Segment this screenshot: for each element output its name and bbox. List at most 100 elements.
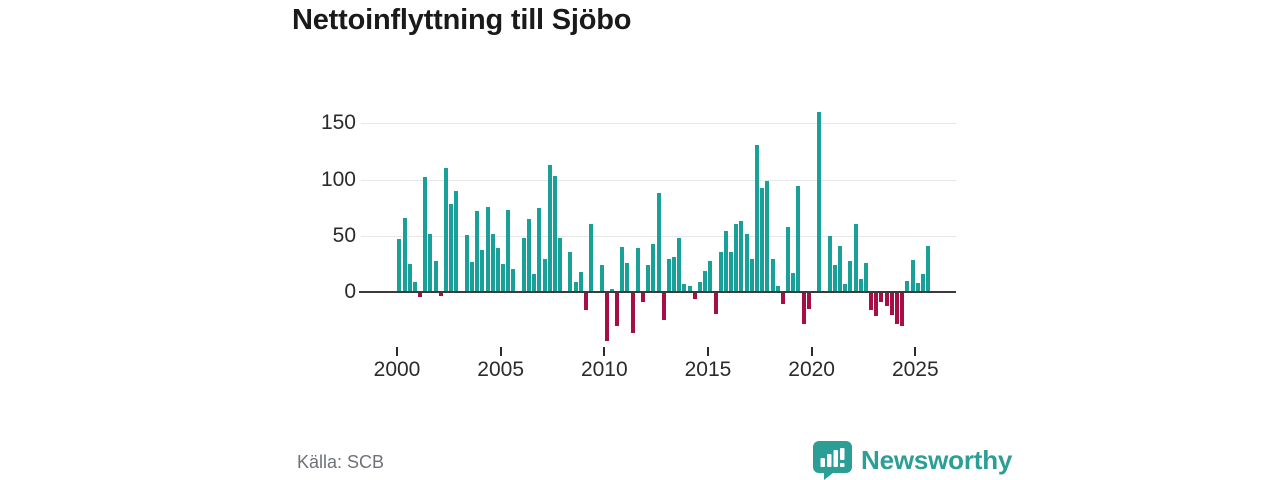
bar-2008-Q3	[573, 282, 578, 293]
bar-2022-Q1	[853, 223, 858, 293]
x-tick-2025	[914, 347, 917, 356]
bar-2024-Q4	[910, 259, 915, 293]
bar-2010-Q2	[609, 288, 614, 293]
bar-2022-Q4	[869, 292, 874, 311]
y-axis-label: 100	[320, 167, 356, 191]
bar-2002-Q2	[444, 168, 449, 293]
bar-2004-Q1	[480, 249, 485, 293]
bar-2005-Q3	[511, 268, 516, 293]
chart-title: Nettoinflyttning till Sjöbo	[292, 4, 632, 36]
bar-2018-Q3	[780, 292, 785, 304]
bar-2024-Q3	[905, 281, 910, 293]
x-axis-label-2020: 2020	[788, 358, 835, 381]
x-axis-label-2010: 2010	[580, 358, 628, 381]
bar-2007-Q3	[552, 176, 557, 293]
x-axis-label-2025: 2025	[891, 358, 939, 381]
bar-2005-Q1	[501, 264, 506, 293]
bar-2012-Q3	[656, 193, 661, 293]
bar-2007-Q1	[542, 258, 547, 293]
bar-2011-Q4	[641, 292, 645, 303]
bar-2015-Q4	[723, 231, 728, 293]
bar-2010-Q3	[615, 292, 620, 327]
bar-2007-Q2	[547, 165, 552, 293]
bar-2018-Q2	[775, 285, 780, 293]
bar-2021-Q4	[848, 260, 853, 293]
bar-2012-Q4	[661, 292, 666, 321]
x-axis-label-2015: 2015	[684, 358, 732, 381]
x-tick-2010	[603, 347, 606, 356]
bar-2000-Q4	[412, 282, 417, 293]
bar-2019-Q1	[791, 273, 796, 293]
x-tick-2015	[706, 347, 709, 356]
bar-2019-Q3	[801, 292, 806, 324]
bar-2009-Q2	[589, 223, 594, 293]
bar-2010-Q4	[620, 247, 625, 293]
x-axis-label-2005: 2005	[477, 358, 525, 381]
source-note: Källa: SCB	[297, 452, 385, 472]
bar-2015-Q1	[708, 260, 713, 293]
bar-2003-Q4	[475, 211, 480, 293]
bar-2006-Q2	[526, 219, 531, 293]
bar-2021-Q1	[832, 265, 837, 293]
bar-2018-Q4	[786, 226, 791, 293]
bar-2012-Q1	[646, 265, 651, 293]
bar-2014-Q4	[703, 270, 708, 293]
bar-2006-Q4	[537, 207, 542, 293]
bar-2002-Q1	[438, 292, 443, 296]
bar-2011-Q3	[635, 248, 640, 293]
bar-2016-Q1	[729, 251, 734, 293]
bar-2016-Q4	[744, 233, 749, 293]
x-tick-2020	[810, 347, 813, 356]
bar-2005-Q2	[506, 210, 511, 293]
bar-2023-Q4	[889, 292, 894, 315]
bar-2019-Q4	[806, 292, 811, 310]
bar-2017-Q4	[765, 180, 770, 293]
bar-2001-Q1	[418, 292, 423, 297]
bar-2004-Q4	[495, 248, 500, 293]
gridline	[361, 123, 956, 125]
bar-2021-Q3	[843, 284, 848, 293]
bar-2014-Q3	[698, 282, 702, 293]
bar-2009-Q4	[599, 265, 604, 293]
bar-2017-Q2	[755, 144, 760, 293]
bar-2016-Q3	[739, 221, 744, 293]
bar-2013-Q4	[682, 284, 687, 293]
bar-2008-Q4	[578, 272, 583, 293]
bar-2006-Q3	[532, 274, 537, 293]
bar-2012-Q2	[651, 243, 656, 293]
bar-2001-Q2	[423, 177, 428, 293]
bar-2024-Q1	[894, 292, 899, 324]
bar-2021-Q2	[837, 246, 842, 293]
bar-2025-Q1	[915, 283, 920, 293]
x-tick-2000	[396, 347, 398, 356]
brand-name: Newsworthy	[861, 444, 1013, 475]
bar-2016-Q2	[734, 223, 739, 293]
x-tick-2005	[499, 347, 502, 356]
x-axis-line	[359, 291, 956, 294]
bar-2003-Q3	[469, 261, 474, 293]
bar-2017-Q3	[760, 187, 765, 293]
bar-2000-Q2	[402, 217, 407, 293]
bar-2018-Q1	[770, 258, 775, 293]
y-axis-label: 150	[320, 111, 356, 135]
y-axis-label: 50	[332, 224, 356, 247]
newsworthy-logo: Newsworthy	[812, 440, 1012, 480]
bar-2025-Q3	[926, 246, 931, 293]
bar-2015-Q3	[718, 251, 723, 293]
bar-2023-Q2	[879, 292, 884, 303]
bar-2010-Q1	[604, 292, 609, 341]
bar-2022-Q2	[858, 278, 863, 293]
bar-2003-Q2	[464, 234, 469, 293]
bar-2004-Q3	[490, 233, 495, 293]
x-axis-label-2000: 2000	[373, 358, 421, 381]
bar-2019-Q2	[796, 186, 801, 293]
bar-2001-Q4	[433, 260, 438, 293]
bar-2013-Q1	[666, 258, 671, 293]
bar-2008-Q2	[568, 251, 573, 293]
bar-2000-Q1	[397, 239, 402, 293]
speech-bubble-bar-chart-icon	[813, 441, 852, 480]
bar-2023-Q1	[874, 292, 879, 316]
bar-2023-Q3	[884, 292, 889, 306]
bar-2004-Q2	[485, 206, 490, 293]
